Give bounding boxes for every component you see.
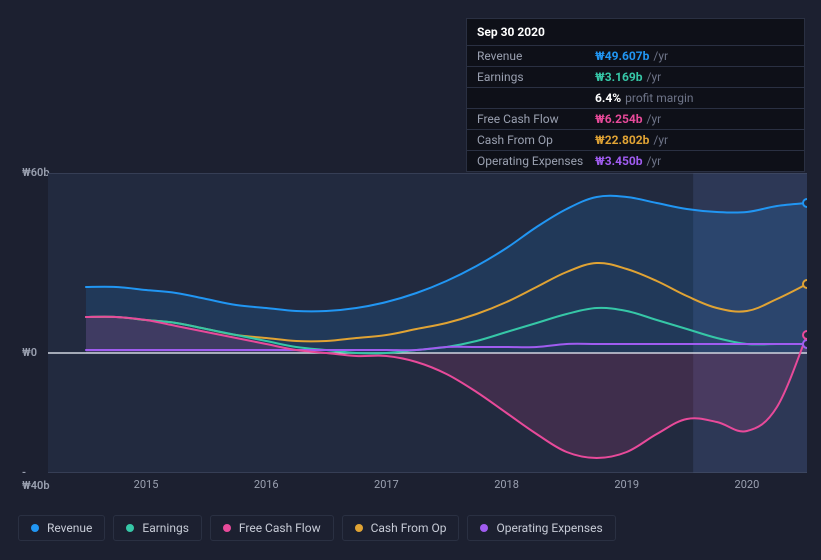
legend-dot-icon	[126, 524, 134, 532]
legend-label: Revenue	[47, 521, 92, 535]
tooltip-row: Free Cash Flow₩6.254b/yr	[467, 109, 804, 130]
tooltip-title: Sep 30 2020	[467, 19, 804, 46]
series-end-marker	[803, 340, 807, 348]
x-axis-labels: 2015 2016 2017 2018 2019 2020	[48, 478, 807, 494]
tooltip-row-label: Earnings	[477, 70, 595, 84]
legend-item[interactable]: Free Cash Flow	[210, 515, 334, 541]
tooltip-row-value: 6.4%profit margin	[595, 91, 694, 105]
x-tick-label: 2018	[494, 478, 519, 491]
legend-label: Earnings	[142, 521, 189, 535]
series-end-marker	[803, 280, 807, 288]
tooltip-row-value: ₩3.169b/yr	[595, 70, 661, 84]
x-tick-label: 2016	[254, 478, 279, 491]
x-tick-label: 2017	[374, 478, 399, 491]
tooltip-row: Revenue₩49.607b/yr	[467, 46, 804, 67]
legend-dot-icon	[355, 524, 363, 532]
x-tick-label: 2015	[134, 478, 159, 491]
legend-dot-icon	[31, 524, 39, 532]
legend-dot-icon	[480, 524, 488, 532]
series-end-marker	[803, 331, 807, 339]
tooltip-row: Cash From Op₩22.802b/yr	[467, 130, 804, 151]
x-tick-label: 2020	[735, 478, 760, 491]
legend-label: Free Cash Flow	[239, 521, 321, 535]
legend-item[interactable]: Revenue	[18, 515, 105, 541]
tooltip-row-value: ₩22.802b/yr	[595, 133, 668, 147]
legend-label: Cash From Op	[371, 521, 447, 535]
legend: Revenue Earnings Free Cash Flow Cash From O…	[18, 515, 616, 541]
legend-item[interactable]: Operating Expenses	[467, 515, 615, 541]
legend-label: Operating Expenses	[496, 521, 602, 535]
x-tick-label: 2019	[614, 478, 639, 491]
tooltip-row-value: ₩6.254b/yr	[595, 112, 661, 126]
legend-item[interactable]: Cash From Op	[342, 515, 460, 541]
tooltip-row-label: Revenue	[477, 49, 595, 63]
tooltip-row-value: ₩49.607b/yr	[595, 49, 668, 63]
legend-item[interactable]: Earnings	[113, 515, 202, 541]
chart: ₩60b₩0-₩40b 201520162017201820192020	[14, 155, 807, 485]
legend-dot-icon	[223, 524, 231, 532]
tooltip-row: Earnings₩3.169b/yr	[467, 67, 804, 88]
tooltip-row-label: Free Cash Flow	[477, 112, 595, 126]
tooltip-row: 6.4%profit margin	[467, 88, 804, 109]
series-end-marker	[803, 199, 807, 207]
tooltip-row-label: Cash From Op	[477, 133, 595, 147]
plot-area[interactable]	[48, 173, 807, 473]
tooltip-box: Sep 30 2020 Revenue₩49.607b/yrEarnings₩3…	[466, 18, 805, 172]
